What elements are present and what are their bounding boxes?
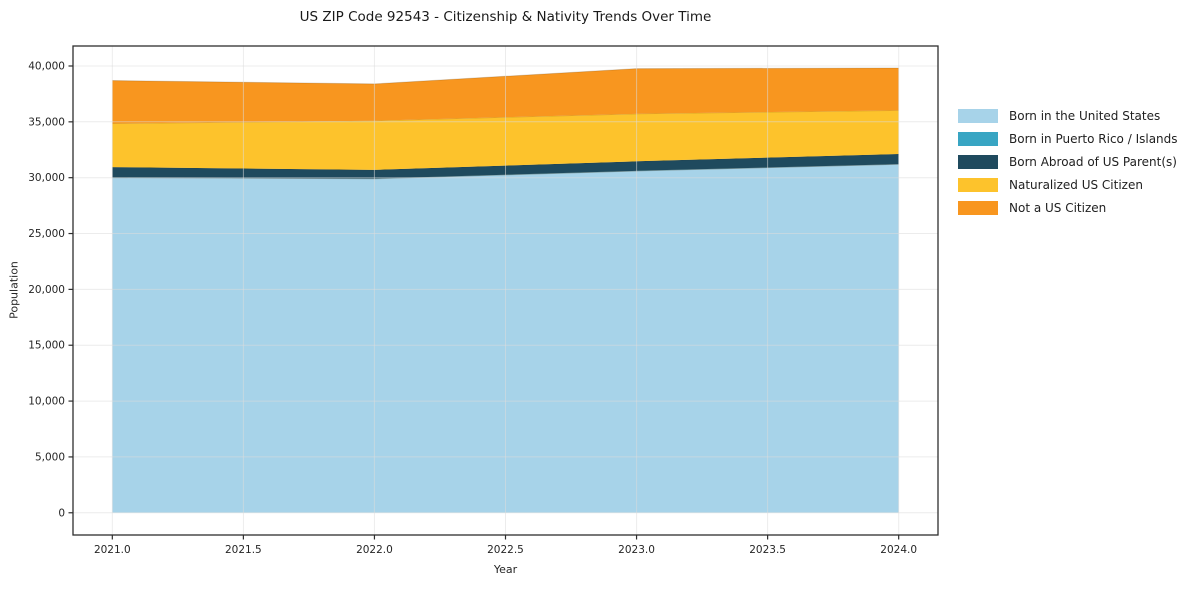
x-tick-label: 2022.5: [487, 544, 524, 556]
legend-label: Born Abroad of US Parent(s): [1009, 154, 1177, 169]
legend: Born in the United States Born in Puerto…: [958, 104, 1178, 219]
legend-label: Born in Puerto Rico / Islands: [1009, 131, 1178, 146]
y-tick-label: 30,000: [28, 172, 65, 184]
legend-label: Born in the United States: [1009, 108, 1161, 123]
legend-swatch-naturalized: [958, 177, 998, 192]
legend-label: Naturalized US Citizen: [1009, 177, 1143, 192]
x-tick-label: 2021.0: [94, 544, 131, 556]
legend-item-born-abroad: Born Abroad of US Parent(s): [958, 150, 1178, 173]
legend-label: Not a US Citizen: [1009, 200, 1107, 215]
y-tick-label: 0: [58, 507, 65, 519]
legend-swatch-born-abroad: [958, 154, 998, 169]
legend-item-naturalized: Naturalized US Citizen: [958, 173, 1178, 196]
x-axis-ticks: 2021.0 2021.5 2022.0 2022.5 2023.0 2023.5 2024…: [94, 535, 917, 556]
legend-item-not-citizen: Not a US Citizen: [958, 196, 1178, 219]
x-tick-label: 2023.0: [618, 544, 655, 556]
legend-swatch-born-us: [958, 108, 998, 123]
y-tick-label: 25,000: [28, 228, 65, 240]
x-axis-label: Year: [493, 563, 518, 576]
y-tick-label: 20,000: [28, 284, 65, 296]
y-tick-label: 10,000: [28, 396, 65, 408]
y-tick-label: 40,000: [28, 60, 65, 72]
y-tick-label: 35,000: [28, 116, 65, 128]
y-axis-label: Population: [7, 261, 21, 319]
x-tick-label: 2023.5: [749, 544, 786, 556]
x-tick-label: 2021.5: [225, 544, 262, 556]
x-tick-label: 2022.0: [356, 544, 393, 556]
x-tick-label: 2024.0: [880, 544, 917, 556]
legend-item-born-pr: Born in Puerto Rico / Islands: [958, 127, 1178, 150]
legend-swatch-born-pr: [958, 131, 998, 146]
y-tick-label: 15,000: [28, 340, 65, 352]
y-tick-label: 5,000: [35, 451, 65, 463]
legend-swatch-not-citizen: [958, 200, 998, 215]
gridlines: [73, 46, 938, 535]
legend-item-born-us: Born in the United States: [958, 104, 1178, 127]
chart-title: US ZIP Code 92543 - Citizenship & Nativi…: [299, 9, 712, 25]
y-axis-ticks: 0 5,000 10,000 15,000 20,000 25,000 30,000 35,0…: [28, 60, 73, 519]
